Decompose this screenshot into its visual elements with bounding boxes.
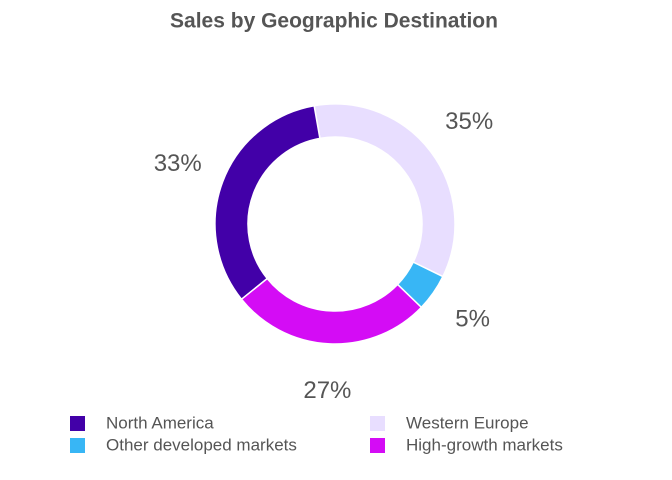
data-label: 27% xyxy=(303,377,351,404)
legend-label: Western Europe xyxy=(406,413,529,432)
legend-label: Other developed markets xyxy=(106,435,297,454)
legend-swatch xyxy=(370,416,385,431)
data-label: 35% xyxy=(445,108,493,135)
data-label: 5% xyxy=(455,306,490,333)
legend-label: High-growth markets xyxy=(406,435,563,454)
legend-swatch xyxy=(70,416,85,431)
legend-swatch xyxy=(70,438,85,453)
data-label: 33% xyxy=(154,150,202,177)
donut-slice xyxy=(214,104,321,301)
donut-slice xyxy=(313,103,456,278)
legend-label: North America xyxy=(106,413,214,432)
donut-slice xyxy=(240,277,423,345)
legend-swatch xyxy=(370,438,385,453)
chart-title: Sales by Geographic Destination xyxy=(170,10,498,33)
